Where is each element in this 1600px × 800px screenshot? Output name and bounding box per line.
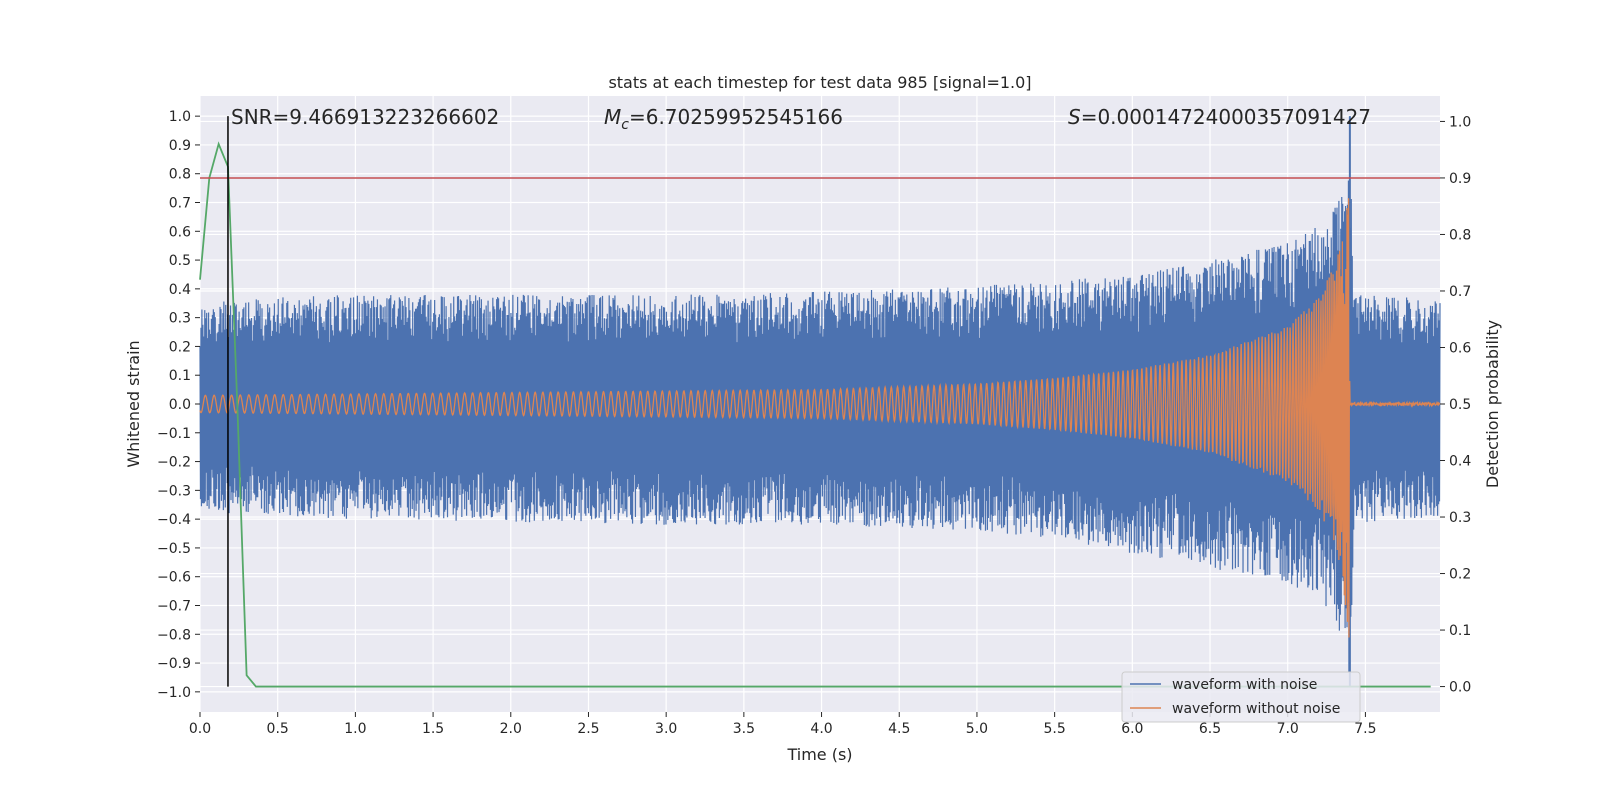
y-tick-label: −0.5 <box>157 541 191 557</box>
x-tick-label: 3.0 <box>655 721 677 737</box>
y-tick-label: −1.0 <box>157 685 191 701</box>
line-waveform-without-noise <box>199 198 1441 638</box>
y2-tick-label: 0.7 <box>1449 284 1471 300</box>
chirp-mass-value: =6.70259952545166 <box>629 105 843 129</box>
y2-axis-ticks: 1.0 0.9 0.8 0.7 0.6 0.5 0.4 0.3 0.2 0.1 0.0 <box>1440 114 1471 696</box>
series-detection-probability <box>199 141 1431 688</box>
y2-tick-label: 0.5 <box>1449 397 1471 413</box>
x-tick-label: 2.0 <box>500 721 522 737</box>
score-symbol: S <box>1068 105 1081 129</box>
chirp-mass-annotation: Mc=6.70259952545166 <box>604 105 843 133</box>
y2-tick-label: 0.1 <box>1449 623 1471 639</box>
y-tick-label: 0.3 <box>169 311 191 327</box>
x-tick-label: 0.0 <box>189 721 211 737</box>
line-detection-probability <box>199 141 1431 688</box>
score-value: =0.00014724000357091427 <box>1081 105 1371 129</box>
y2-tick-label: 0.6 <box>1449 340 1471 356</box>
y-tick-label: 0.8 <box>169 167 191 183</box>
x-tick-label: 1.5 <box>422 721 444 737</box>
y2-tick-label: 0.4 <box>1449 454 1471 470</box>
x-axis-label: Time (s) <box>786 745 852 764</box>
y-tick-label: 1.0 <box>169 109 191 125</box>
y-tick-label: −0.1 <box>157 426 191 442</box>
score-annotation: S=0.00014724000357091427 <box>1068 105 1371 129</box>
y-tick-label: 0.6 <box>169 224 191 240</box>
y2-axis-label: Detection probability <box>1483 320 1502 488</box>
y-tick-label: −0.9 <box>157 656 191 672</box>
legend-label-noise: waveform with noise <box>1172 677 1317 693</box>
y2-tick-label: 0.3 <box>1449 510 1471 526</box>
x-tick-label: 5.0 <box>966 721 988 737</box>
x-tick-label: 6.0 <box>1121 721 1143 737</box>
chirp-mass-subscript: c <box>621 117 629 133</box>
x-tick-label: 4.5 <box>888 721 910 737</box>
legend-box <box>1121 671 1361 723</box>
chart-title: stats at each timestep for test data 985… <box>608 73 1031 92</box>
y2-tick-label: 0.9 <box>1449 171 1471 187</box>
y-tick-label: 0.1 <box>169 368 191 384</box>
y-tick-label: 0.4 <box>169 282 191 298</box>
y-tick-label: −0.6 <box>157 570 191 586</box>
y-axis-ticks: 1.0 0.9 0.8 0.7 0.6 0.5 0.4 0.3 0.2 0.1 0.0 −0.1 −0.… <box>157 109 200 701</box>
legend-label-clean: waveform without noise <box>1172 701 1340 717</box>
y2-tick-label: 0.0 <box>1449 680 1471 696</box>
x-tick-label: 3.5 <box>733 721 755 737</box>
y-tick-label: −0.2 <box>157 455 191 471</box>
area-waveform-with-noise <box>200 267 1440 547</box>
x-tick-label: 2.5 <box>577 721 599 737</box>
y-axis-label: Whitened strain <box>124 340 143 467</box>
x-tick-label: 5.5 <box>1044 721 1066 737</box>
series-waveform-without-noise <box>199 198 1441 638</box>
x-tick-label: 4.0 <box>810 721 832 737</box>
chirp-mass-symbol: M <box>604 105 621 129</box>
legend: waveform with noise waveform without noi… <box>1121 671 1361 723</box>
x-tick-label: 0.5 <box>267 721 289 737</box>
y-tick-label: −0.3 <box>157 483 191 499</box>
x-tick-label: 1.0 <box>344 721 366 737</box>
y-tick-label: −0.4 <box>157 512 191 528</box>
y-tick-label: 0.0 <box>169 397 191 413</box>
x-tick-label: 7.0 <box>1277 721 1299 737</box>
snr-annotation: SNR=9.466913223266602 <box>231 105 499 129</box>
y2-tick-label: 1.0 <box>1449 114 1471 130</box>
y-tick-label: 0.7 <box>169 196 191 212</box>
y2-tick-label: 0.8 <box>1449 227 1471 243</box>
x-tick-label: 6.5 <box>1199 721 1221 737</box>
y-tick-label: 0.5 <box>169 253 191 269</box>
y-tick-label: −0.7 <box>157 598 191 614</box>
y-tick-label: 0.9 <box>169 138 191 154</box>
y-tick-label: −0.8 <box>157 627 191 643</box>
y2-tick-label: 0.2 <box>1449 567 1471 583</box>
x-tick-label: 7.5 <box>1354 721 1376 737</box>
x-axis-ticks: 0.0 0.5 1.0 1.5 2.0 2.5 3.0 3.5 4.0 4.5 5.0 5.5 6.0 6… <box>189 712 1377 737</box>
y-tick-label: 0.2 <box>169 339 191 355</box>
